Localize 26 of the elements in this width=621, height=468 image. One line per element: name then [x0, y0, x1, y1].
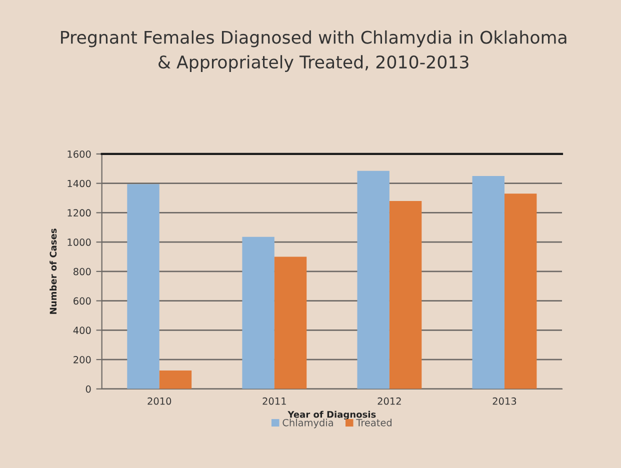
- x-tick-label: 2011: [262, 397, 286, 405]
- x-tick-label: 2012: [378, 397, 401, 405]
- y-tick-label: 1200: [68, 209, 91, 217]
- y-tick-label: 600: [74, 297, 91, 305]
- y-tick-label: 400: [73, 326, 91, 334]
- y-tick-label: 0: [86, 385, 91, 393]
- x-axis-title: Year of Diagnosis: [288, 410, 376, 420]
- x-tick-label: 2013: [492, 397, 516, 405]
- bar: [159, 370, 192, 389]
- bar: [472, 176, 504, 389]
- y-tick-label: 1000: [68, 238, 91, 246]
- bar: [127, 184, 160, 389]
- y-tick-label: 1600: [68, 150, 91, 158]
- bar: [274, 256, 307, 389]
- y-tick-label: 1400: [68, 180, 91, 188]
- bar: [357, 170, 390, 389]
- bar: [504, 194, 537, 389]
- bar: [389, 200, 422, 389]
- x-tick-label: 2010: [148, 397, 172, 405]
- bar: [242, 236, 274, 389]
- y-tick-label: 800: [74, 268, 91, 276]
- y-tick-label: 200: [74, 356, 91, 364]
- y-axis-title: Number of Cases: [50, 228, 57, 314]
- chart-title: Pregnant Females Diagnosed with Chlamydia in Oklahoma & Appropriately Treated, 2010-2013: [61, 30, 566, 72]
- legend-label: Chlamydia: [282, 418, 333, 428]
- legend-label: Treated: [356, 418, 392, 426]
